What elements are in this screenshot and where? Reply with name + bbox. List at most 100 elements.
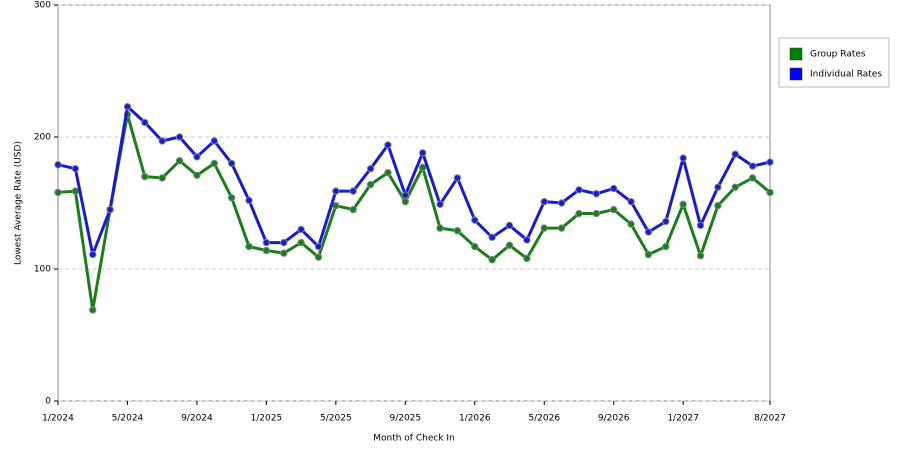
- x-tick-label: 8/2027: [754, 414, 786, 424]
- point: [575, 186, 583, 194]
- point: [644, 228, 653, 236]
- point: [366, 180, 375, 189]
- point: [748, 162, 757, 170]
- point: [505, 221, 514, 230]
- point: [401, 197, 410, 206]
- point: [471, 216, 479, 224]
- x-axis-label: Month of Check In: [373, 434, 455, 444]
- y-tick-label: 200: [34, 133, 51, 143]
- point: [731, 150, 739, 158]
- point: [141, 118, 149, 127]
- point: [227, 159, 236, 168]
- point: [610, 184, 618, 193]
- point: [766, 188, 774, 197]
- point: [245, 196, 253, 205]
- point: [714, 201, 722, 210]
- point: [366, 164, 375, 173]
- x-tick-label: 9/2024: [181, 414, 213, 424]
- point: [158, 137, 166, 145]
- x-tick-label: 5/2026: [528, 414, 560, 424]
- point: [540, 197, 548, 206]
- x-tick-label: 1/2026: [459, 414, 491, 424]
- point: [89, 306, 97, 314]
- y-axis-label: Lowest Average Rate (USD): [14, 141, 24, 265]
- point: [731, 183, 739, 191]
- point: [349, 187, 357, 195]
- point: [662, 217, 670, 226]
- x-tick-label: 5/2025: [320, 414, 352, 424]
- point: [54, 188, 62, 197]
- point: [592, 190, 601, 198]
- point: [644, 250, 653, 259]
- point: [679, 200, 687, 209]
- point: [696, 221, 705, 230]
- x-tick-label: 9/2025: [389, 414, 421, 424]
- y-tick-label: 0: [45, 397, 51, 407]
- point: [488, 256, 496, 264]
- x-tick-label: 1/2027: [667, 414, 699, 424]
- point: [280, 238, 288, 247]
- point: [523, 254, 531, 263]
- x-tick-label: 9/2026: [598, 414, 630, 424]
- y-tick-label: 300: [34, 1, 51, 11]
- point: [297, 225, 305, 234]
- point: [227, 194, 236, 202]
- point: [123, 102, 132, 111]
- point: [280, 249, 288, 257]
- point: [158, 174, 166, 182]
- point: [106, 205, 114, 214]
- point: [679, 154, 687, 162]
- point: [384, 141, 392, 149]
- legend-label: Individual Rates: [810, 70, 882, 80]
- plot-frame: [57, 4, 771, 402]
- point: [436, 224, 444, 232]
- point: [523, 236, 531, 244]
- point: [314, 242, 323, 251]
- series-line: [57, 113, 771, 312]
- point: [610, 205, 618, 214]
- point: [193, 171, 201, 179]
- point: [453, 174, 462, 182]
- x-tick-label: 5/2024: [112, 414, 144, 424]
- point: [557, 224, 566, 232]
- point: [245, 242, 253, 251]
- point: [766, 158, 774, 166]
- point: [314, 253, 323, 261]
- point: [262, 246, 271, 255]
- x-tick-label: 1/2025: [251, 414, 283, 424]
- legend-swatch: [789, 67, 803, 81]
- y-tick-label: 100: [34, 265, 51, 275]
- point: [175, 157, 184, 165]
- point: [54, 161, 62, 169]
- point: [71, 164, 80, 173]
- point: [141, 172, 149, 181]
- point: [332, 187, 340, 195]
- point: [662, 242, 670, 251]
- point: [627, 220, 635, 228]
- point: [418, 149, 427, 157]
- point: [714, 183, 722, 191]
- legend-swatch: [789, 47, 803, 61]
- x-tick-label: 1/2024: [42, 414, 74, 424]
- point: [505, 241, 514, 249]
- point: [384, 168, 392, 177]
- point: [262, 238, 271, 247]
- series-line: [57, 105, 771, 256]
- point: [193, 153, 201, 161]
- point: [401, 191, 410, 199]
- point: [488, 233, 496, 242]
- point: [71, 187, 80, 195]
- point: [592, 209, 601, 218]
- legend-label: Group Rates: [810, 50, 866, 60]
- point: [210, 137, 218, 145]
- point: [471, 242, 479, 251]
- point: [210, 159, 218, 168]
- point: [297, 238, 305, 247]
- point: [349, 205, 357, 214]
- point: [575, 209, 583, 218]
- point: [627, 197, 635, 206]
- point: [540, 224, 548, 232]
- point: [436, 200, 444, 209]
- point: [175, 133, 184, 141]
